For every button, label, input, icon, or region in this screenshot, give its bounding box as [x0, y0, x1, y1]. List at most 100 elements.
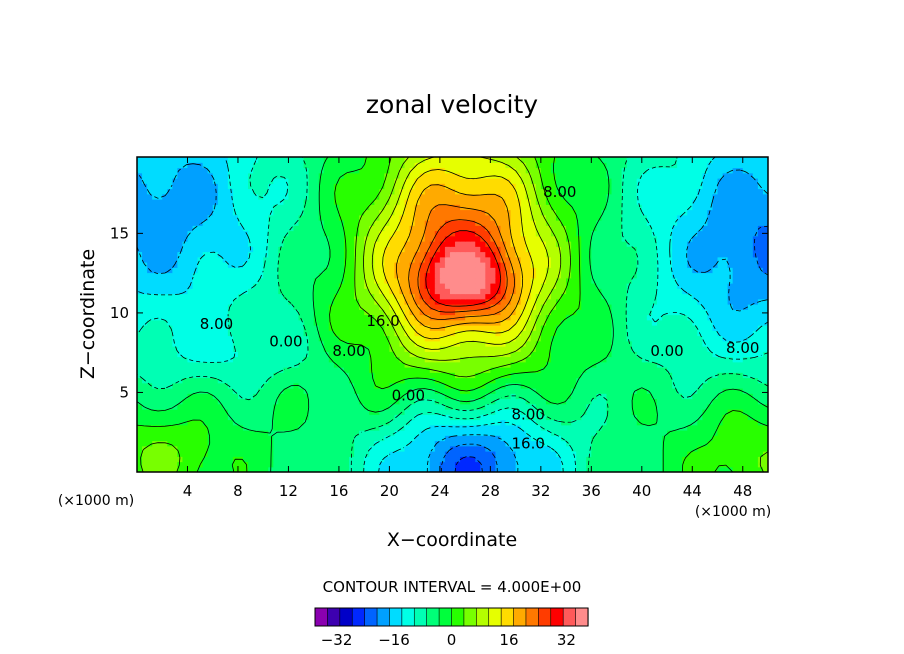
field-cell: [429, 309, 436, 316]
field-cell: [162, 335, 168, 342]
field-cell: [621, 388, 628, 394]
field-cell: [137, 445, 143, 452]
field-cell: [540, 330, 547, 337]
field-cell: [520, 262, 527, 268]
field-cell: [328, 288, 335, 295]
field-cell: [621, 319, 628, 326]
field-cell: [460, 461, 466, 468]
field-cell: [283, 319, 290, 326]
field-cell: [137, 377, 143, 384]
field-cell: [480, 409, 486, 415]
field-cell: [439, 445, 446, 452]
field-cell: [323, 456, 330, 463]
field-cell: [697, 409, 703, 415]
field-cell: [616, 451, 623, 457]
field-cell: [682, 419, 688, 426]
field-cell: [535, 435, 542, 442]
field-cell: [742, 456, 749, 463]
field-cell: [268, 377, 274, 384]
field-cell: [732, 445, 739, 452]
field-cell: [631, 430, 638, 436]
field-cell: [293, 466, 300, 472]
field-cell: [414, 298, 421, 305]
field-cell: [379, 445, 385, 452]
field-cell: [212, 267, 219, 274]
field-cell: [253, 298, 259, 305]
field-cell: [682, 445, 688, 452]
field-cell: [182, 340, 189, 347]
field-cell: [374, 403, 380, 410]
field-cell: [182, 456, 189, 463]
field-cell: [162, 272, 168, 279]
field-cell: [455, 456, 461, 463]
field-cell: [283, 393, 290, 400]
field-cell: [535, 445, 542, 452]
field-cell: [667, 361, 673, 368]
field-cell: [475, 283, 481, 289]
field-cell: [237, 340, 244, 347]
field-cell: [404, 330, 411, 337]
field-cell: [651, 440, 658, 447]
field-cell: [646, 440, 653, 447]
field-cell: [172, 351, 178, 358]
field-cell: [475, 466, 481, 472]
field-cell: [707, 304, 714, 310]
field-cell: [389, 466, 396, 472]
field-cell: [677, 377, 683, 384]
field-cell: [687, 288, 693, 295]
field-cell: [566, 430, 572, 436]
field-cell: [566, 283, 572, 289]
field-cell: [429, 435, 436, 442]
field-cell: [540, 272, 547, 279]
field-cell: [227, 325, 234, 331]
field-cell: [555, 283, 562, 289]
field-cell: [515, 435, 522, 442]
field-cell: [414, 288, 421, 295]
field-cell: [147, 424, 153, 431]
field-cell: [510, 283, 517, 289]
field-cell: [197, 267, 204, 274]
field-cell: [147, 319, 153, 326]
field-cell: [449, 293, 456, 300]
field-cell: [237, 288, 244, 295]
field-cell: [697, 267, 703, 274]
field-cell: [697, 361, 703, 368]
field-cell: [737, 361, 744, 368]
field-cell: [152, 430, 158, 436]
field-cell: [455, 382, 461, 389]
field-cell: [520, 393, 527, 400]
field-cell: [510, 304, 517, 310]
field-cell: [747, 435, 754, 442]
field-cell: [757, 435, 764, 442]
field-cell: [323, 461, 330, 468]
field-cell: [409, 267, 416, 274]
field-cell: [535, 319, 542, 326]
field-cell: [434, 419, 441, 426]
field-cell: [762, 325, 768, 331]
field-cell: [677, 445, 683, 452]
field-cell: [253, 382, 259, 389]
field-cell: [707, 262, 714, 268]
field-cell: [636, 309, 643, 316]
field-cell: [717, 340, 724, 347]
field-cell: [384, 283, 390, 289]
field-cell: [248, 314, 254, 321]
field-cell: [757, 314, 764, 321]
field-cell: [561, 388, 567, 394]
field-cell: [596, 325, 603, 331]
field-cell: [303, 288, 310, 295]
field-cell: [530, 283, 537, 289]
field-cell: [535, 283, 542, 289]
field-cell: [142, 340, 148, 347]
field-cell: [712, 451, 719, 457]
field-cell: [182, 388, 189, 394]
field-cell: [313, 267, 320, 274]
field-cell: [217, 277, 224, 284]
field-cell: [258, 419, 264, 426]
field-cell: [243, 314, 249, 321]
field-cell: [732, 309, 739, 316]
field-cell: [601, 293, 608, 300]
field-cell: [349, 393, 355, 400]
field-cell: [212, 367, 219, 373]
field-cell: [561, 319, 567, 326]
